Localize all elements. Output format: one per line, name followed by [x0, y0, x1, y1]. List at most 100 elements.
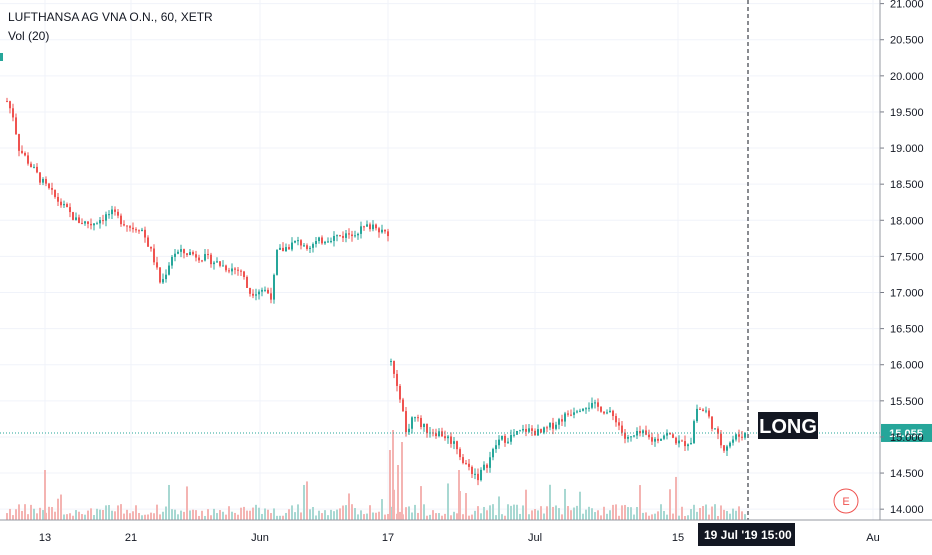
- candle-body: [87, 221, 89, 224]
- candle-body: [177, 251, 179, 254]
- volume-bar: [576, 505, 578, 520]
- volume-bar: [345, 505, 347, 520]
- candle-body: [219, 261, 221, 266]
- candle-body: [387, 231, 389, 237]
- candle-body: [225, 265, 227, 271]
- candle-body: [447, 436, 449, 439]
- candle-body: [237, 269, 239, 271]
- volume-bar: [285, 512, 287, 520]
- candle-body: [735, 434, 737, 440]
- candle-body: [534, 430, 536, 436]
- candle-body: [129, 226, 131, 228]
- candle-body: [690, 442, 692, 445]
- y-tick-label: 18.000: [890, 215, 924, 227]
- chart-legend: LUFTHANSA AG VNA O.N., 60, XETR Vol (20): [8, 8, 213, 46]
- candle-body: [132, 227, 134, 230]
- candle-body: [699, 408, 701, 410]
- candle-body: [603, 411, 605, 414]
- volume-bar: [273, 508, 275, 520]
- x-tick-label: Au: [866, 532, 879, 544]
- candle-body: [57, 196, 59, 202]
- volume-bar: [60, 494, 62, 520]
- volume-bar: [744, 514, 746, 520]
- volume-bar: [213, 508, 215, 520]
- volume-bar: [663, 510, 665, 520]
- volume-bar: [234, 512, 236, 520]
- candle-body: [366, 224, 368, 227]
- candle-body: [114, 209, 116, 212]
- candle-body: [642, 430, 644, 434]
- volume-bar: [522, 505, 524, 520]
- volume-bar: [135, 505, 137, 520]
- candle-body: [297, 240, 299, 242]
- candle-body: [36, 166, 38, 173]
- symbol-title[interactable]: LUFTHANSA AG VNA O.N., 60, XETR: [8, 10, 213, 24]
- candle-body: [243, 271, 245, 277]
- candle-body: [726, 446, 728, 451]
- candle-body: [282, 247, 284, 252]
- volume-bar: [597, 510, 599, 520]
- candle-body: [189, 252, 191, 255]
- volume-bar: [255, 504, 257, 520]
- volume-bar: [543, 513, 545, 520]
- crosshair-time-label: 15:00: [761, 528, 792, 542]
- candle-body: [438, 431, 440, 437]
- candle-body: [585, 408, 587, 410]
- volume-bar: [528, 514, 530, 520]
- volume-bar: [369, 505, 371, 520]
- y-tick-label: 18.500: [890, 179, 924, 191]
- crosshair-date-tag: [698, 523, 795, 546]
- candle-body: [324, 241, 326, 244]
- volume-indicator-label[interactable]: Vol (20): [8, 29, 50, 43]
- volume-bar: [228, 506, 230, 520]
- volume-bar: [624, 504, 626, 520]
- volume-bar: [57, 498, 59, 520]
- candle-body: [330, 240, 332, 242]
- y-tick-label: 19.500: [890, 107, 924, 119]
- candle-body: [672, 434, 674, 438]
- volume-bar: [540, 506, 542, 520]
- volume-bar: [594, 512, 596, 520]
- earnings-event-marker[interactable]: [833, 488, 859, 514]
- y-tick-label: 15.000: [890, 432, 924, 444]
- volume-bar: [252, 507, 254, 520]
- candle-body: [201, 260, 203, 262]
- candle-body: [174, 253, 176, 257]
- current-price-tag[interactable]: [881, 423, 932, 442]
- volume-bar: [615, 504, 617, 520]
- y-tick-label: 21.000: [890, 0, 924, 11]
- volume-bar: [549, 484, 551, 520]
- volume-bar: [24, 504, 26, 520]
- volume-spike: [397, 465, 399, 520]
- volume-bar: [312, 506, 314, 520]
- volume-bar: [681, 506, 683, 520]
- volume-bar: [741, 511, 743, 520]
- candle-body: [618, 422, 620, 426]
- volume-bar: [315, 515, 317, 520]
- volume-bar: [102, 510, 104, 520]
- volume-bar: [456, 513, 458, 520]
- candle-body: [51, 188, 53, 190]
- long-annotation-box[interactable]: [758, 412, 818, 439]
- volume-bar: [489, 505, 491, 520]
- candle-body: [696, 408, 698, 422]
- volume-bar: [303, 484, 305, 520]
- candle-body: [612, 410, 614, 417]
- candle-body: [453, 441, 455, 444]
- y-tick-label: 17.500: [890, 251, 924, 263]
- volume-bar: [156, 504, 158, 520]
- candle-body: [264, 289, 266, 291]
- candle-body: [315, 241, 317, 245]
- volume-bar: [96, 508, 98, 520]
- candle-body: [246, 276, 248, 288]
- candle-body: [555, 424, 557, 429]
- candle-body: [417, 417, 419, 419]
- volume-bar: [291, 505, 293, 520]
- candle-body: [597, 402, 599, 407]
- candle-body: [474, 473, 476, 475]
- volume-bar: [174, 509, 176, 520]
- candle-body: [456, 441, 458, 450]
- volume-bar: [693, 504, 695, 520]
